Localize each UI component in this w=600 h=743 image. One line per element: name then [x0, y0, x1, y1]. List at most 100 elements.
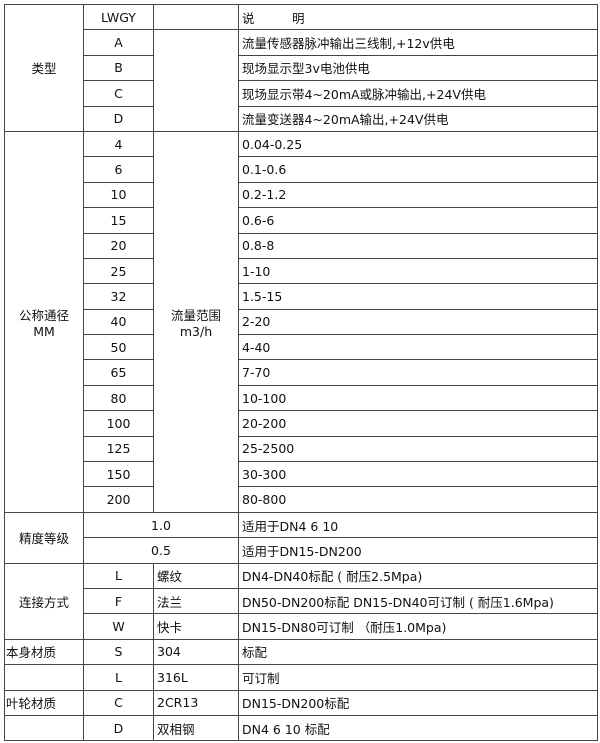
accuracy-row: 精度等级 1.0 适用于DN4 6 10: [4, 511, 598, 564]
material-name: 316L: [153, 664, 239, 691]
connection-name: 法兰: [153, 587, 239, 615]
material-name: 双相钢: [153, 714, 239, 742]
diameter-unit: MM: [33, 323, 55, 339]
flow-range: 2-20: [238, 308, 598, 336]
diameter-row: 80 10-100: [5, 384, 598, 412]
diameter-row: 32 1.5-15: [5, 283, 598, 310]
flow-range: 10-100: [238, 384, 598, 412]
empty-cell: [153, 29, 239, 132]
material-label: [4, 714, 84, 742]
material-code: L: [83, 664, 154, 691]
diameter-value: 32: [83, 283, 154, 310]
connection-description: DN15-DN80可订制 （耐压1.0Mpa): [238, 613, 598, 640]
diameter-value: 80: [83, 384, 154, 412]
accuracy-description: 适用于DN15-DN200: [238, 537, 598, 564]
material-row: 叶轮材质 C 2CR13 DN15-DN200标配: [4, 689, 598, 716]
header-row: 类型 LWGY 说 明: [4, 3, 598, 132]
material-code: S: [83, 638, 154, 666]
model-header: LWGY: [83, 3, 154, 31]
flow-range: 30-300: [238, 461, 598, 488]
type-row: A 流量传感器脉冲输出三线制,+12v供电: [5, 29, 598, 132]
diameter-value: 4: [83, 130, 154, 158]
diameter-row: 15 0.6-6: [5, 207, 598, 234]
diameter-value: 50: [83, 334, 154, 361]
flow-range: 0.2-1.2: [238, 181, 598, 209]
type-label: 类型: [4, 4, 84, 132]
flow-range: 0.04-0.25: [238, 130, 598, 158]
flow-range: 0.8-8: [238, 232, 598, 259]
diameter-row: 公称通径 MM 4 流量范围 m3/h 0.04-0.25: [4, 130, 598, 513]
connection-code: F: [83, 587, 154, 615]
diameter-value: 20: [83, 232, 154, 259]
flow-range: 1.5-15: [238, 283, 598, 310]
material-description: DN4 6 10 标配: [238, 714, 598, 742]
material-row: L 316L 可订制: [4, 664, 598, 691]
diameter-value: 15: [83, 207, 154, 234]
material-name: 2CR13: [153, 689, 239, 716]
connection-row: F 法兰 DN50-DN200标配 DN15-DN40可订制 ( 耐压1.6Mpa): [5, 587, 598, 615]
material-label: [4, 664, 84, 691]
type-code: B: [83, 54, 154, 82]
diameter-row: 20 0.8-8: [5, 232, 598, 259]
diameter-row: 200 80-800: [5, 486, 598, 513]
diameter-row: 100 20-200: [5, 410, 598, 437]
diameter-row: 50 4-40: [5, 334, 598, 361]
type-description: 流量变送器4~20mA输出,+24V供电: [238, 105, 598, 132]
accuracy-label: 精度等级: [4, 511, 84, 564]
description-header: 说 明: [238, 3, 598, 31]
type-description: 现场显示带4~20mA或脉冲输出,+24V供电: [238, 80, 598, 107]
connection-description: DN4-DN40标配 ( 耐压2.5Mpa): [238, 562, 598, 589]
diameter-value: 200: [83, 486, 154, 513]
material-name: 304: [153, 638, 239, 666]
material-description: DN15-DN200标配: [238, 689, 598, 716]
flow-label: 流量范围 m3/h: [153, 130, 239, 513]
diameter-row: 6 0.1-0.6: [5, 156, 598, 183]
diameter-row: 125 25-2500: [5, 435, 598, 463]
type-description: 流量传感器脉冲输出三线制,+12v供电: [238, 29, 598, 56]
diameter-value: 100: [83, 410, 154, 437]
connection-row: 连接方式 L 螺纹 DN4-DN40标配 ( 耐压2.5Mpa): [4, 562, 598, 640]
flow-label-text: 流量范围: [170, 307, 221, 323]
material-code: D: [83, 714, 154, 742]
type-code: D: [83, 105, 154, 132]
accuracy-row: 0.5 适用于DN15-DN200: [5, 537, 598, 564]
connection-code: W: [83, 613, 154, 640]
material-label: 本身材质: [4, 638, 84, 666]
material-label: 叶轮材质: [4, 689, 84, 716]
flow-unit: m3/h: [179, 323, 213, 339]
type-code: A: [83, 29, 154, 56]
flow-range: 80-800: [238, 486, 598, 513]
diameter-label: 公称通径 MM: [4, 130, 84, 513]
type-row: D 流量变送器4~20mA输出,+24V供电: [5, 105, 598, 132]
flow-range: 20-200: [238, 410, 598, 437]
flow-range: 0.6-6: [238, 207, 598, 234]
flow-range: 7-70: [238, 359, 598, 386]
material-row: 本身材质 S 304 标配: [4, 638, 598, 666]
connection-name: 螺纹: [153, 562, 239, 589]
diameter-value: 40: [83, 308, 154, 336]
type-row: B 现场显示型3v电池供电: [5, 54, 598, 82]
flow-range: 1-10: [238, 257, 598, 285]
diameter-row: 25 1-10: [5, 257, 598, 285]
connection-description: DN50-DN200标配 DN15-DN40可订制 ( 耐压1.6Mpa): [238, 587, 598, 615]
material-description: 标配: [238, 638, 598, 666]
diameter-value: 150: [83, 461, 154, 488]
material-code: C: [83, 689, 154, 716]
diameter-row: 150 30-300: [5, 461, 598, 488]
type-code: C: [83, 80, 154, 107]
flow-range: 4-40: [238, 334, 598, 361]
accuracy-description: 适用于DN4 6 10: [238, 511, 598, 539]
accuracy-grade: 1.0: [83, 511, 239, 539]
connection-row: W 快卡 DN15-DN80可订制 （耐压1.0Mpa): [5, 613, 598, 640]
diameter-row: 65 7-70: [5, 359, 598, 386]
diameter-value: 25: [83, 257, 154, 285]
connection-name: 快卡: [153, 613, 239, 640]
material-description: 可订制: [238, 664, 598, 691]
diameter-value: 6: [83, 156, 154, 183]
connection-code: L: [83, 562, 154, 589]
diameter-row: 40 2-20: [5, 308, 598, 336]
flow-range: 25-2500: [238, 435, 598, 463]
diameter-value: 125: [83, 435, 154, 463]
spec-table: 类型 LWGY 说 明 A 流量传感器脉冲输出三线制,+12v供电 B 现场显示型3v…: [4, 3, 598, 742]
flow-range: 0.1-0.6: [238, 156, 598, 183]
